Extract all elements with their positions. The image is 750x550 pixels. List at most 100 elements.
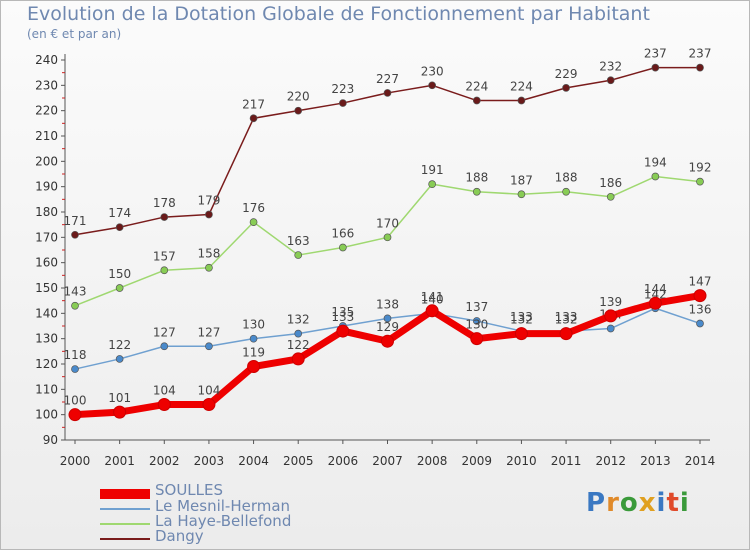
proxiti-logo: Proxiti (586, 488, 690, 518)
logo-letter: x (638, 488, 657, 518)
data-label: 133 (331, 310, 354, 324)
data-point (472, 96, 481, 105)
data-point (651, 172, 660, 181)
data-point (383, 233, 392, 242)
y-tick-label: 190 (35, 180, 58, 194)
logo-letter: o (619, 488, 639, 518)
data-point (294, 106, 303, 115)
data-label: 141 (421, 290, 444, 304)
y-tick-label: 100 (35, 408, 58, 422)
y-tick-label: 180 (35, 205, 58, 219)
x-tick-label: 2007 (372, 454, 403, 468)
data-point (606, 192, 615, 201)
legend-label: Dangy (155, 527, 204, 545)
y-tick-label: 150 (35, 281, 58, 295)
data-label: 137 (465, 300, 488, 314)
x-tick-label: 2013 (640, 454, 671, 468)
legend-item-la-haye-bellefond: La Haye-Bellefond (100, 512, 400, 531)
data-label: 122 (108, 338, 131, 352)
x-tick-label: 2004 (238, 454, 269, 468)
data-point (517, 96, 526, 105)
data-label: 171 (64, 214, 87, 228)
y-tick-label: 220 (35, 104, 58, 118)
data-point (425, 304, 439, 318)
logo-letter: r (606, 488, 620, 518)
logo-letter: t (666, 488, 680, 518)
legend-item-soulles: SOULLES (100, 481, 400, 500)
data-point (160, 213, 169, 221)
data-label: 147 (689, 275, 712, 289)
y-tick-label: 200 (35, 154, 58, 168)
data-point (648, 296, 662, 310)
chart-subtitle: (en € et par an) (27, 27, 122, 41)
data-label: 220 (287, 90, 310, 104)
y-tick-label: 130 (35, 332, 58, 346)
data-label: 132 (287, 313, 310, 327)
data-point (115, 284, 124, 292)
data-label: 104 (153, 384, 176, 398)
data-label: 217 (242, 97, 265, 111)
x-tick-label: 2011 (551, 454, 582, 468)
data-point (604, 309, 618, 323)
data-label: 223 (331, 82, 354, 96)
data-point (205, 263, 213, 272)
data-point (115, 355, 124, 363)
legend-item-le-mesnil-herman: Le Mesnil-Herman (100, 497, 400, 516)
data-label: 224 (510, 80, 533, 94)
data-label: 229 (555, 67, 578, 81)
data-point (606, 76, 615, 85)
data-point (339, 243, 347, 252)
legend-swatch (100, 538, 150, 540)
data-point (291, 352, 305, 366)
data-label: 188 (555, 171, 578, 185)
y-tick-label: 160 (35, 256, 58, 270)
data-label: 133 (555, 310, 578, 324)
data-label: 101 (108, 391, 131, 405)
logo-letter: i (679, 488, 690, 518)
data-label: 237 (689, 47, 712, 61)
data-label: 191 (421, 163, 444, 177)
x-tick-label: 2001 (104, 454, 135, 468)
y-tick-label: 230 (35, 78, 58, 92)
data-point (294, 329, 303, 338)
data-label: 127 (197, 325, 220, 339)
data-label: 130 (465, 318, 488, 332)
data-point (514, 327, 528, 341)
legend-label: La Haye-Bellefond (155, 512, 292, 530)
data-label: 142 (644, 287, 667, 301)
data-label: 187 (510, 173, 533, 187)
data-label: 176 (242, 201, 265, 215)
data-label: 230 (421, 64, 444, 78)
logo-letter: i (656, 488, 667, 518)
data-point (249, 114, 258, 123)
data-point (562, 187, 570, 196)
data-label: 227 (376, 72, 399, 86)
data-point (696, 63, 704, 72)
data-label: 119 (242, 346, 265, 360)
data-label: 157 (153, 249, 176, 263)
y-tick-label: 210 (35, 129, 58, 143)
data-point (157, 398, 171, 412)
x-tick-label: 2006 (328, 454, 359, 468)
data-label: 174 (108, 206, 131, 220)
data-point (562, 84, 570, 92)
legend-swatch (100, 508, 150, 510)
x-tick-label: 2005 (283, 454, 314, 468)
x-tick-label: 2002 (149, 454, 180, 468)
data-point (381, 334, 394, 348)
chart-title: Evolution de la Dotation Globale de Fonc… (27, 3, 650, 25)
data-label: 237 (644, 47, 667, 61)
data-point (383, 89, 392, 97)
legend-swatch (100, 523, 150, 525)
data-label: 139 (599, 295, 622, 309)
data-point (517, 190, 526, 199)
data-label: 144 (644, 282, 667, 296)
y-tick-label: 90 (43, 433, 58, 447)
y-tick-label: 170 (35, 230, 58, 244)
data-point (160, 342, 169, 351)
y-tick-label: 240 (35, 53, 58, 67)
y-tick-label: 140 (35, 306, 58, 320)
data-point (336, 324, 350, 338)
